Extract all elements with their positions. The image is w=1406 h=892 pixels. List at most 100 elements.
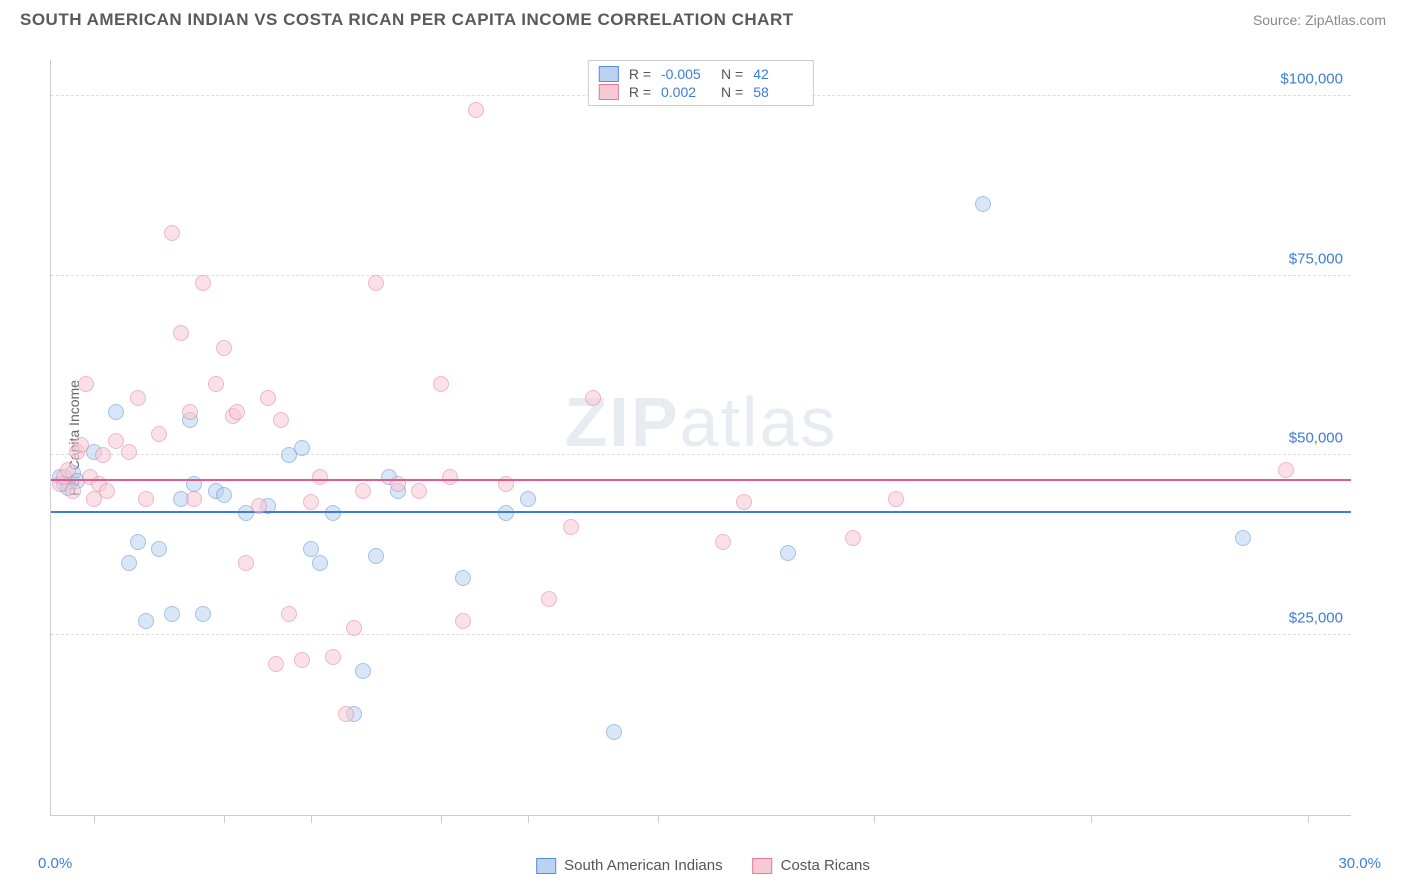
data-point — [130, 390, 146, 406]
data-point — [138, 613, 154, 629]
data-point — [312, 469, 328, 485]
data-point — [468, 102, 484, 118]
x-tick — [224, 815, 225, 823]
data-point — [182, 404, 198, 420]
data-point — [455, 613, 471, 629]
data-point — [303, 541, 319, 557]
data-point — [312, 555, 328, 571]
data-point — [195, 275, 211, 291]
data-point — [346, 620, 362, 636]
data-point — [121, 444, 137, 460]
stats-r-value: -0.005 — [661, 66, 711, 82]
watermark: ZIPatlas — [565, 382, 838, 462]
data-point — [715, 534, 731, 550]
stats-n-value: 58 — [753, 84, 803, 100]
stats-row: R = 0.002 N = 58 — [599, 83, 803, 101]
stats-n-label: N = — [721, 84, 743, 100]
data-point — [563, 519, 579, 535]
legend-swatch — [536, 858, 556, 874]
data-point — [1278, 462, 1294, 478]
data-point — [411, 483, 427, 499]
data-point — [736, 494, 752, 510]
x-axis-min-label: 0.0% — [38, 855, 72, 872]
gridline — [51, 634, 1351, 635]
legend-label: South American Indians — [564, 857, 722, 874]
data-point — [303, 494, 319, 510]
data-point — [251, 498, 267, 514]
legend-item: Costa Ricans — [753, 857, 870, 874]
stats-box: R = -0.005 N = 42 R = 0.002 N = 58 — [588, 60, 814, 106]
stats-row: R = -0.005 N = 42 — [599, 65, 803, 83]
data-point — [273, 412, 289, 428]
data-point — [78, 376, 94, 392]
data-point — [164, 606, 180, 622]
x-axis-max-label: 30.0% — [1338, 855, 1381, 872]
data-point — [73, 437, 89, 453]
data-point — [95, 447, 111, 463]
data-point — [108, 404, 124, 420]
data-point — [238, 555, 254, 571]
legend-swatch — [753, 858, 773, 874]
data-point — [338, 706, 354, 722]
x-tick — [311, 815, 312, 823]
data-point — [325, 649, 341, 665]
data-point — [455, 570, 471, 586]
data-point — [65, 483, 81, 499]
data-point — [294, 440, 310, 456]
data-point — [268, 656, 284, 672]
stats-r-label: R = — [629, 84, 651, 100]
data-point — [294, 652, 310, 668]
data-point — [845, 530, 861, 546]
data-point — [975, 196, 991, 212]
y-tick-label: $75,000 — [1289, 250, 1343, 267]
legend-swatch — [599, 66, 619, 82]
x-tick — [441, 815, 442, 823]
data-point — [442, 469, 458, 485]
stats-r-label: R = — [629, 66, 651, 82]
data-point — [433, 376, 449, 392]
data-point — [195, 606, 211, 622]
data-point — [130, 534, 146, 550]
data-point — [498, 505, 514, 521]
chart-header: SOUTH AMERICAN INDIAN VS COSTA RICAN PER… — [0, 0, 1406, 35]
data-point — [355, 483, 371, 499]
x-tick — [658, 815, 659, 823]
gridline — [51, 454, 1351, 455]
legend-label: Costa Ricans — [781, 857, 870, 874]
data-point — [138, 491, 154, 507]
chart-source: Source: ZipAtlas.com — [1253, 12, 1386, 28]
data-point — [541, 591, 557, 607]
data-point — [151, 426, 167, 442]
data-point — [151, 541, 167, 557]
data-point — [208, 376, 224, 392]
stats-r-value: 0.002 — [661, 84, 711, 100]
data-point — [173, 325, 189, 341]
data-point — [780, 545, 796, 561]
x-tick — [94, 815, 95, 823]
data-point — [355, 663, 371, 679]
data-point — [520, 491, 536, 507]
data-point — [585, 390, 601, 406]
x-tick — [528, 815, 529, 823]
data-point — [368, 548, 384, 564]
data-point — [888, 491, 904, 507]
stats-n-label: N = — [721, 66, 743, 82]
chart-plot-area: Per Capita Income ZIPatlas $25,000$50,00… — [50, 60, 1351, 816]
data-point — [260, 390, 276, 406]
gridline — [51, 275, 1351, 276]
data-point — [368, 275, 384, 291]
trend-line — [51, 479, 1351, 481]
bottom-legend: South American Indians Costa Ricans — [536, 857, 870, 874]
data-point — [216, 487, 232, 503]
data-point — [229, 404, 245, 420]
data-point — [216, 340, 232, 356]
data-point — [121, 555, 137, 571]
chart-title: SOUTH AMERICAN INDIAN VS COSTA RICAN PER… — [20, 10, 794, 30]
legend-item: South American Indians — [536, 857, 722, 874]
y-tick-label: $50,000 — [1289, 430, 1343, 447]
data-point — [606, 724, 622, 740]
data-point — [164, 225, 180, 241]
x-tick — [1308, 815, 1309, 823]
data-point — [60, 462, 76, 478]
stats-n-value: 42 — [753, 66, 803, 82]
